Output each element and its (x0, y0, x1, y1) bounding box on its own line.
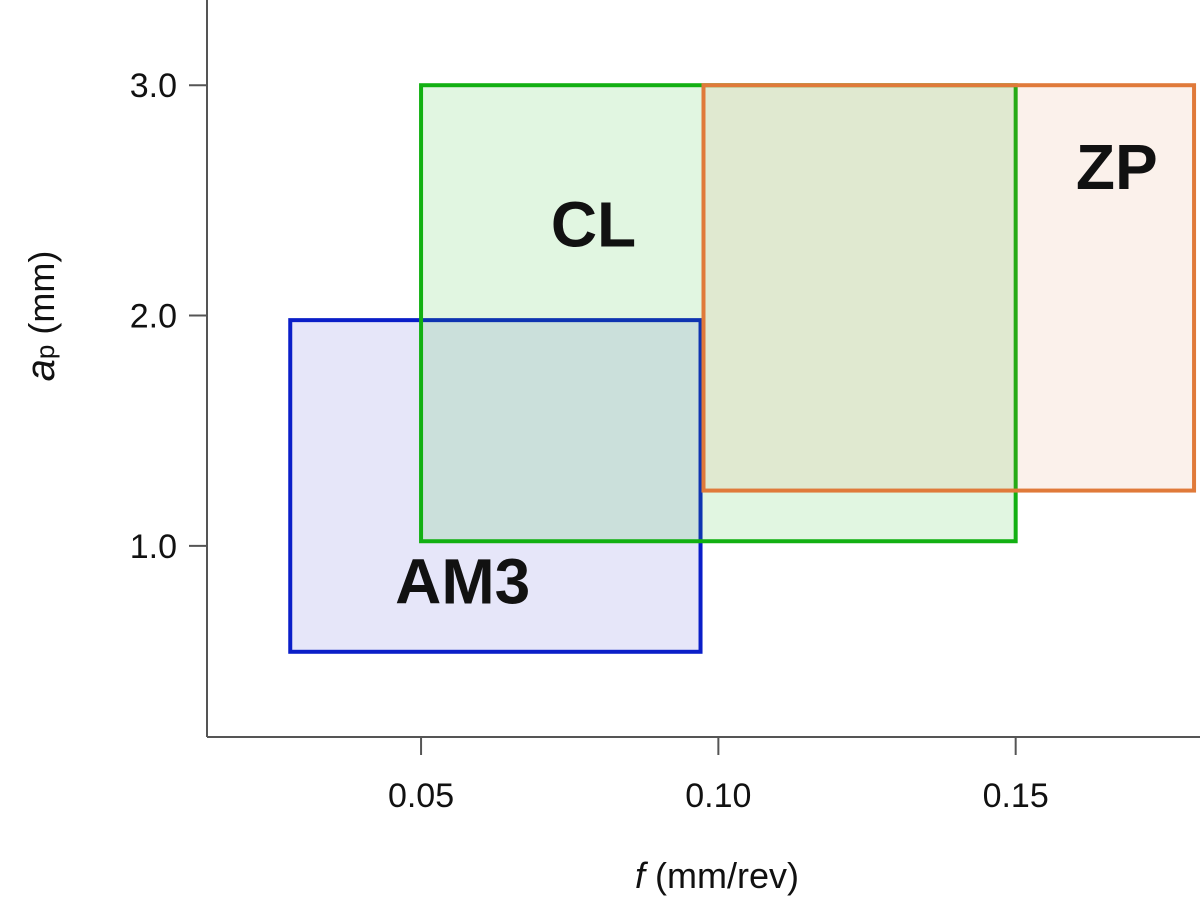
region-am3 (288, 318, 703, 654)
x-axis-label: f (mm/rev) (635, 855, 799, 896)
y-tick-label: 2.0 (130, 298, 177, 336)
region-label-cl: CL (551, 188, 636, 260)
x-tick-label: 0.10 (685, 777, 751, 815)
x-tick-label: 0.05 (388, 777, 454, 815)
y-axis-label: ap (mm) (19, 251, 63, 382)
region-label-zp: ZP (1076, 131, 1158, 203)
y-tick-label: 1.0 (130, 528, 177, 566)
region-cl (419, 83, 1018, 544)
region-label-am3: AM3 (395, 545, 530, 617)
y-tick-label: 3.0 (130, 67, 177, 105)
region-zp (701, 83, 1197, 493)
x-tick-label: 0.15 (983, 777, 1049, 815)
